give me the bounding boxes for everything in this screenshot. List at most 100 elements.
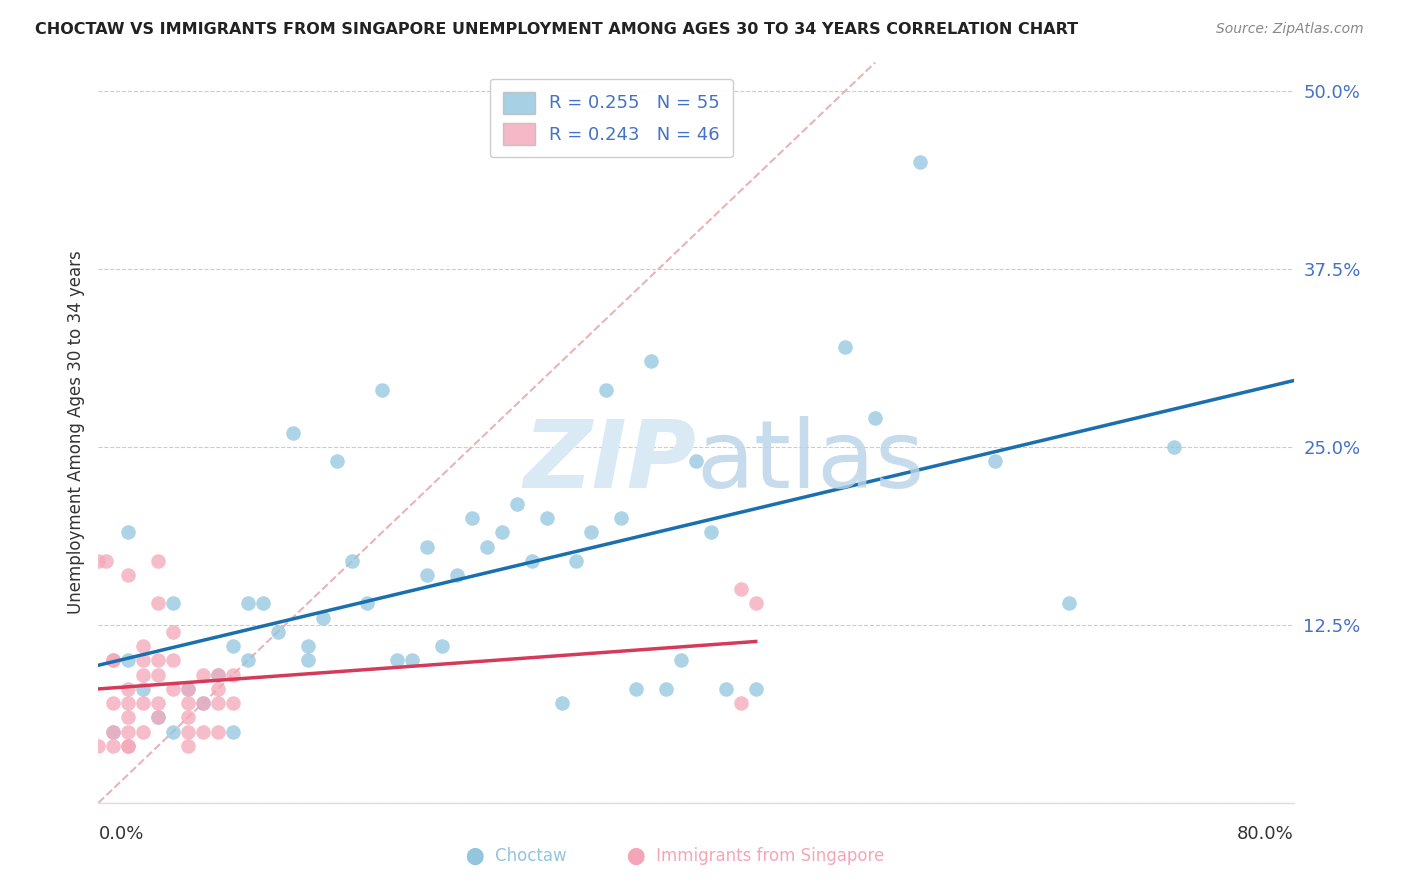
Point — [626, 681, 648, 696]
Point — [834, 340, 856, 354]
Point — [148, 710, 170, 724]
Point — [177, 739, 200, 753]
Point — [94, 554, 117, 568]
Point — [984, 454, 1007, 468]
Point — [177, 724, 200, 739]
Point — [908, 155, 931, 169]
Point — [103, 653, 125, 667]
Point — [655, 681, 678, 696]
Point — [117, 568, 139, 582]
Point — [730, 582, 752, 597]
Point — [416, 540, 439, 554]
Point — [117, 724, 139, 739]
Point — [87, 554, 110, 568]
Point — [685, 454, 707, 468]
Point — [714, 681, 737, 696]
Text: atlas: atlas — [696, 417, 924, 508]
Text: CHOCTAW VS IMMIGRANTS FROM SINGAPORE UNEMPLOYMENT AMONG AGES 30 TO 34 YEARS CORR: CHOCTAW VS IMMIGRANTS FROM SINGAPORE UNE… — [35, 22, 1078, 37]
Point — [1059, 597, 1081, 611]
Point — [550, 696, 572, 710]
Point — [177, 696, 200, 710]
Point — [506, 497, 529, 511]
Y-axis label: Unemployment Among Ages 30 to 34 years: Unemployment Among Ages 30 to 34 years — [66, 251, 84, 615]
Point — [191, 696, 214, 710]
Point — [745, 681, 768, 696]
Point — [222, 667, 245, 681]
Point — [640, 354, 662, 368]
Point — [132, 667, 155, 681]
Point — [865, 411, 887, 425]
Point — [132, 696, 155, 710]
Point — [132, 681, 155, 696]
Text: 0.0%: 0.0% — [98, 825, 143, 843]
Point — [148, 667, 170, 681]
Point — [177, 710, 200, 724]
Point — [162, 624, 184, 639]
Point — [326, 454, 349, 468]
Point — [87, 739, 110, 753]
Point — [745, 597, 768, 611]
Point — [356, 597, 378, 611]
Text: ⬤  Choctaw: ⬤ Choctaw — [467, 847, 567, 865]
Point — [520, 554, 543, 568]
Point — [461, 511, 484, 525]
Point — [117, 681, 139, 696]
Point — [162, 653, 184, 667]
Point — [148, 597, 170, 611]
Point — [385, 653, 409, 667]
Legend: R = 0.255   N = 55, R = 0.243   N = 46: R = 0.255 N = 55, R = 0.243 N = 46 — [489, 78, 733, 157]
Point — [132, 653, 155, 667]
Point — [117, 739, 139, 753]
Point — [730, 696, 752, 710]
Point — [475, 540, 498, 554]
Point — [103, 739, 125, 753]
Point — [700, 525, 723, 540]
Point — [236, 597, 259, 611]
Point — [595, 383, 617, 397]
Point — [222, 639, 245, 653]
Point — [191, 667, 214, 681]
Point — [207, 696, 229, 710]
Point — [311, 610, 333, 624]
Point — [148, 554, 170, 568]
Point — [191, 696, 214, 710]
Point — [491, 525, 513, 540]
Point — [267, 624, 290, 639]
Point — [207, 667, 229, 681]
Point — [132, 724, 155, 739]
Point — [236, 653, 259, 667]
Point — [103, 653, 125, 667]
Point — [536, 511, 558, 525]
Point — [581, 525, 603, 540]
Point — [162, 597, 184, 611]
Point — [177, 681, 200, 696]
Point — [103, 696, 125, 710]
Point — [252, 597, 274, 611]
Point — [117, 739, 139, 753]
Text: Source: ZipAtlas.com: Source: ZipAtlas.com — [1216, 22, 1364, 37]
Point — [191, 724, 214, 739]
Point — [669, 653, 692, 667]
Point — [177, 681, 200, 696]
Point — [446, 568, 468, 582]
Point — [297, 653, 319, 667]
Point — [162, 681, 184, 696]
Point — [207, 681, 229, 696]
Point — [342, 554, 364, 568]
Point — [103, 724, 125, 739]
Text: 80.0%: 80.0% — [1237, 825, 1294, 843]
Point — [117, 653, 139, 667]
Point — [281, 425, 304, 440]
Point — [117, 696, 139, 710]
Point — [148, 653, 170, 667]
Point — [148, 710, 170, 724]
Point — [148, 696, 170, 710]
Point — [371, 383, 394, 397]
Point — [207, 667, 229, 681]
Point — [401, 653, 423, 667]
Point — [222, 724, 245, 739]
Point — [610, 511, 633, 525]
Point — [430, 639, 453, 653]
Point — [1163, 440, 1185, 454]
Point — [132, 639, 155, 653]
